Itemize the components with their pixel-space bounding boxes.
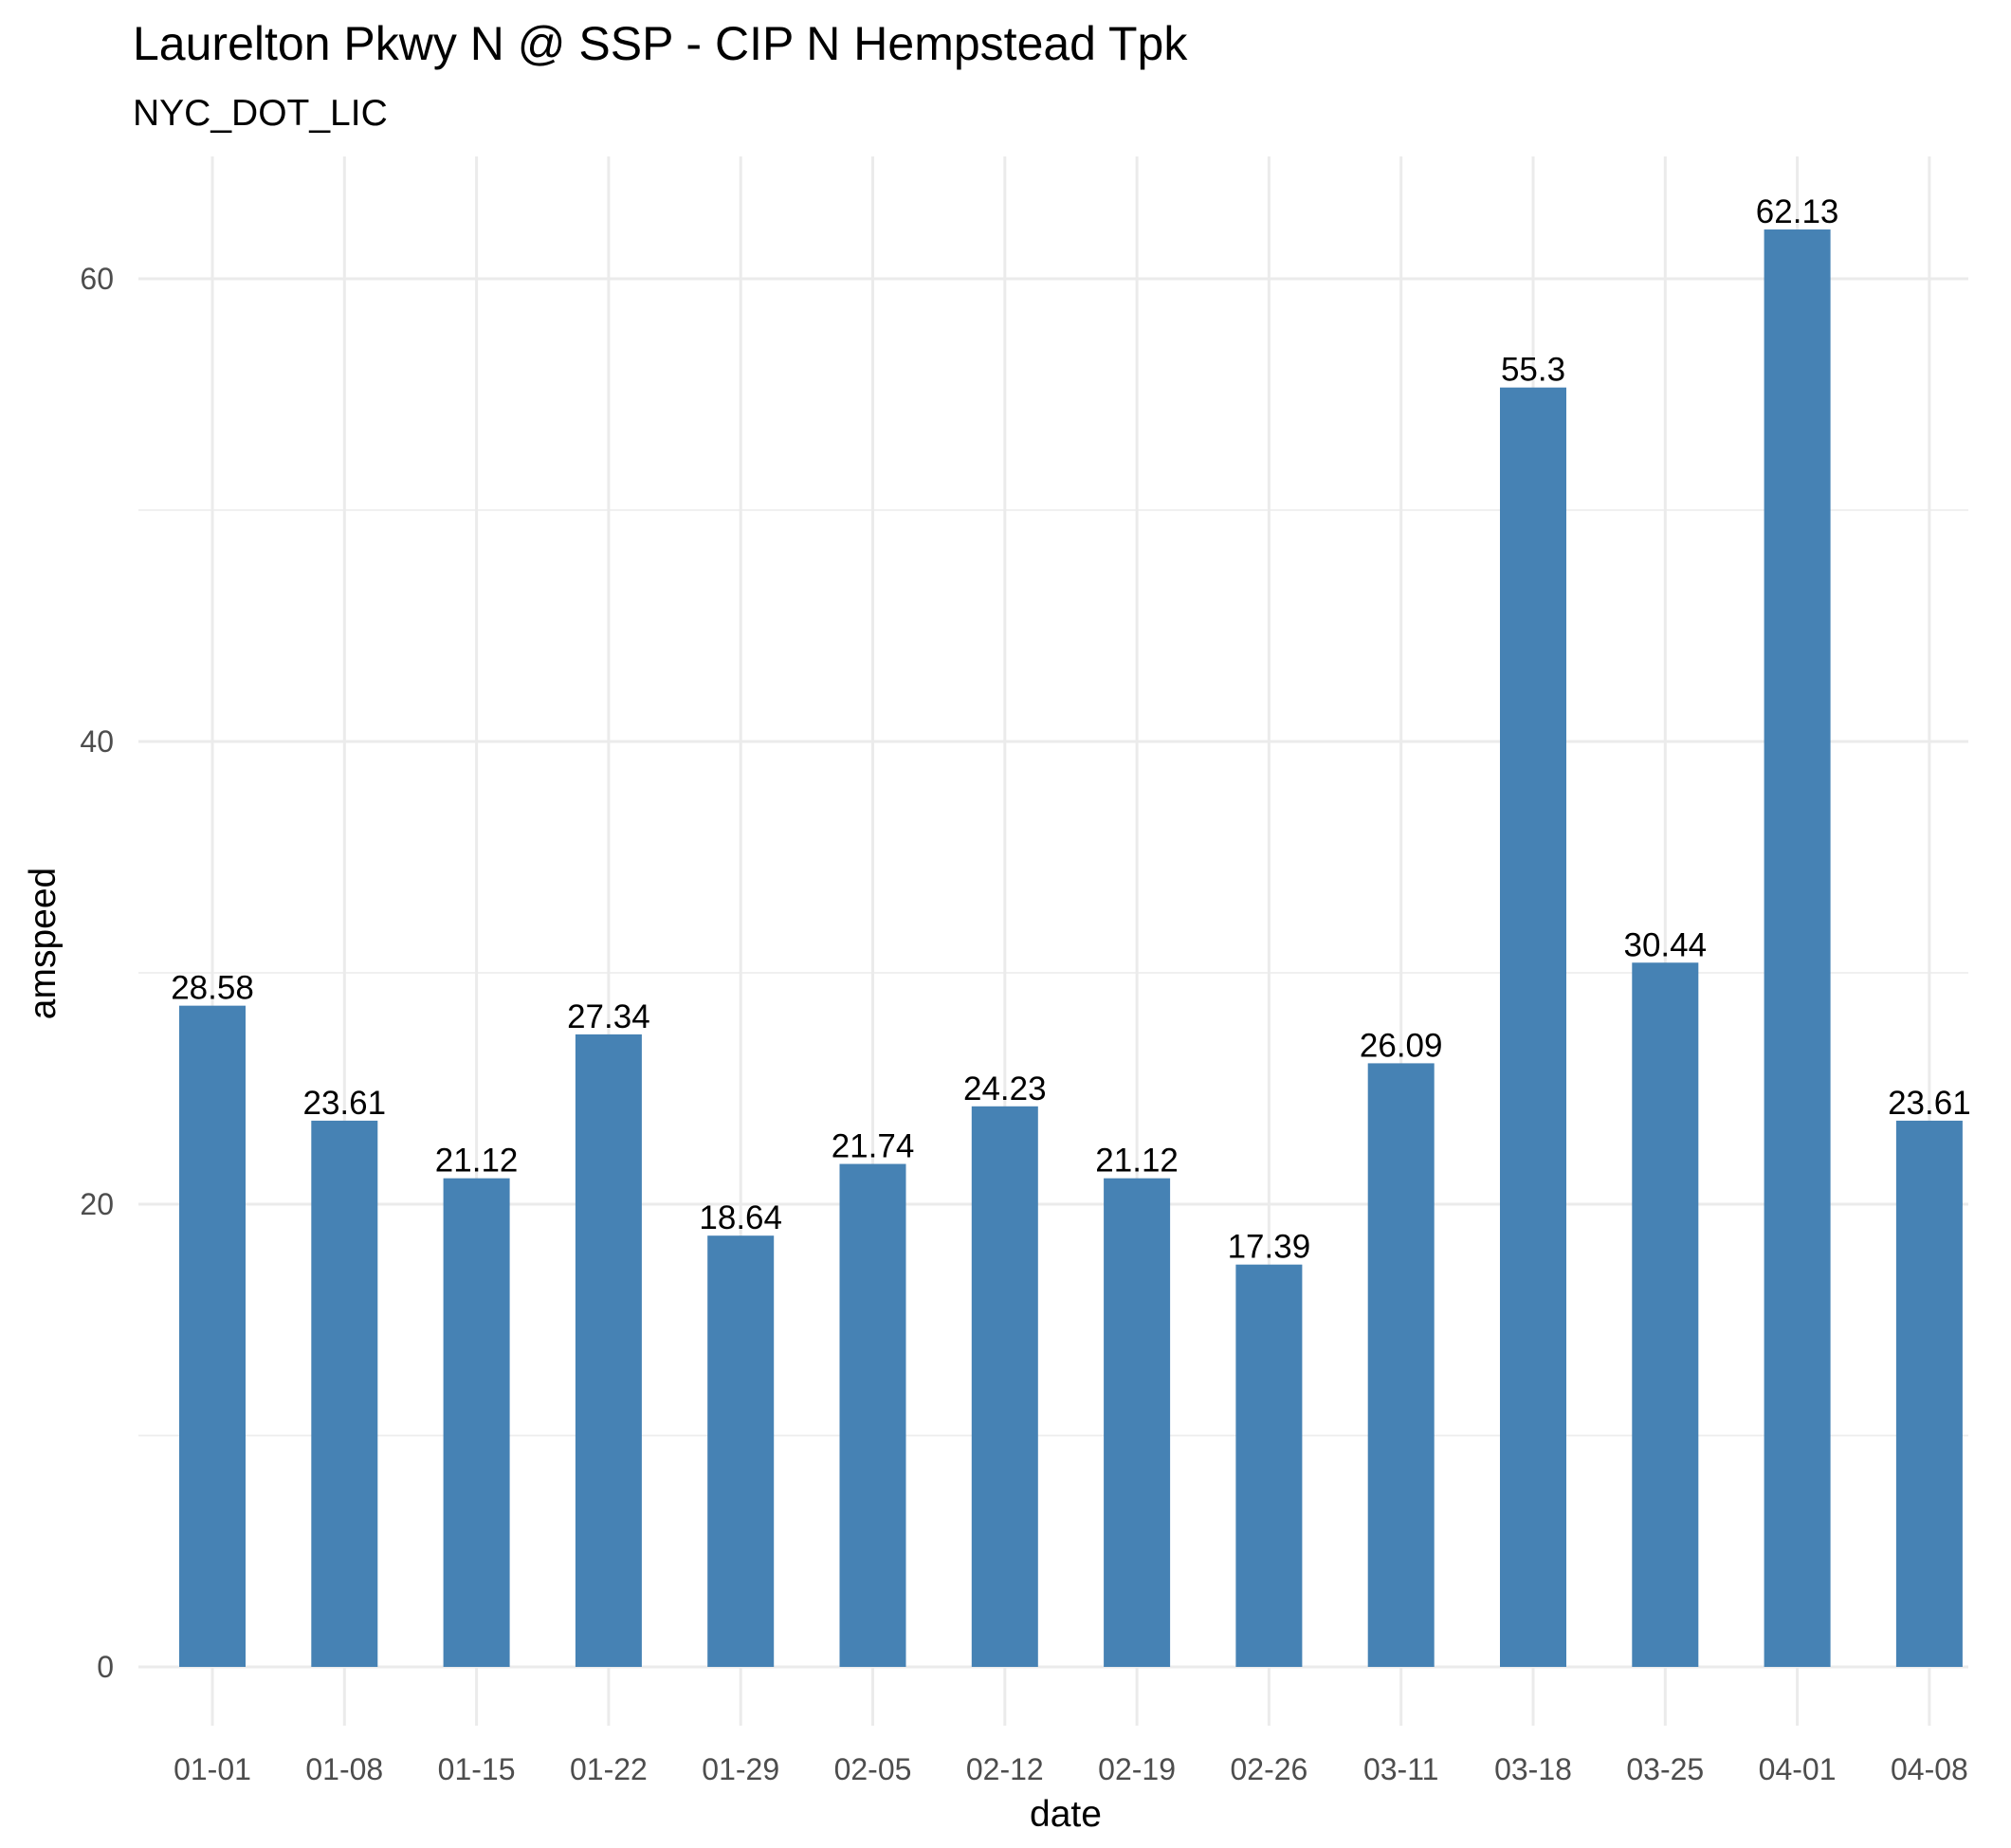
data-label-03-11: 26.09 <box>1360 1027 1443 1064</box>
bar-03-25 <box>1632 962 1699 1667</box>
x-tick-label-03-11: 03-11 <box>1363 1752 1438 1786</box>
bar-02-19 <box>1104 1178 1171 1667</box>
x-tick-label-02-05: 02-05 <box>834 1752 912 1786</box>
x-axis-title: date <box>1030 1794 1102 1835</box>
data-label-01-22: 27.34 <box>567 998 650 1035</box>
data-label-01-08: 23.61 <box>303 1085 387 1122</box>
bar-01-29 <box>707 1235 775 1667</box>
x-tick-label-02-19: 02-19 <box>1098 1752 1176 1786</box>
data-label-02-05: 21.74 <box>832 1128 915 1165</box>
x-tick-label-03-18: 03-18 <box>1494 1752 1572 1786</box>
chart-title: Laurelton Pkwy N @ SSP - CIP N Hempstead… <box>133 17 1188 70</box>
x-tick-label-01-15: 01-15 <box>438 1752 516 1786</box>
data-label-03-18: 55.3 <box>1501 352 1565 389</box>
data-labels: 28.58 23.61 21.12 27.34 18.64 21.74 24.23 21.12… <box>171 193 1970 1266</box>
x-axis-ticks: 01-01 01-08 01-15 01-22 01-29 02-05 02-12 02-19… <box>174 1752 1968 1786</box>
x-tick-label-01-29: 01-29 <box>702 1752 779 1786</box>
data-label-01-01: 28.58 <box>171 970 254 1007</box>
x-tick-label-04-01: 04-01 <box>1759 1752 1837 1786</box>
bar-01-15 <box>443 1178 510 1667</box>
x-tick-label-02-26: 02-26 <box>1230 1752 1307 1786</box>
bar-01-08 <box>311 1120 378 1667</box>
x-tick-label-02-12: 02-12 <box>966 1752 1044 1786</box>
data-label-01-29: 18.64 <box>699 1199 782 1236</box>
y-axis-ticks: 0 20 40 60 <box>80 262 114 1684</box>
bar-02-26 <box>1235 1264 1303 1667</box>
y-tick-label-0: 0 <box>97 1650 114 1684</box>
bar-03-11 <box>1367 1063 1435 1667</box>
y-tick-label-60: 60 <box>80 262 114 296</box>
x-tick-label-04-08: 04-08 <box>1891 1752 1968 1786</box>
x-tick-label-01-01: 01-01 <box>174 1752 251 1786</box>
data-label-02-19: 21.12 <box>1095 1143 1179 1180</box>
data-label-01-15: 21.12 <box>435 1143 519 1180</box>
x-tick-label-01-22: 01-22 <box>570 1752 648 1786</box>
bars <box>179 229 1963 1668</box>
data-label-04-08: 23.61 <box>1888 1085 1971 1122</box>
data-label-02-26: 17.39 <box>1228 1229 1311 1266</box>
x-tick-label-01-08: 01-08 <box>305 1752 383 1786</box>
bar-02-05 <box>839 1163 906 1667</box>
x-tick-label-03-25: 03-25 <box>1626 1752 1704 1786</box>
bar-04-01 <box>1764 229 1831 1668</box>
chart-subtitle: NYC_DOT_LIC <box>133 93 388 134</box>
data-label-03-25: 30.44 <box>1624 926 1708 963</box>
data-label-04-01: 62.13 <box>1756 193 1839 230</box>
bar-01-01 <box>179 1005 246 1667</box>
bar-01-22 <box>575 1034 642 1667</box>
data-label-02-12: 24.23 <box>963 1070 1047 1107</box>
bar-02-12 <box>971 1106 1038 1667</box>
y-axis-title: amspeed <box>23 868 64 1019</box>
bar-03-18 <box>1500 387 1566 1668</box>
y-tick-label-40: 40 <box>80 724 114 759</box>
y-tick-label-20: 20 <box>80 1187 114 1221</box>
bar-04-08 <box>1895 1120 1963 1667</box>
